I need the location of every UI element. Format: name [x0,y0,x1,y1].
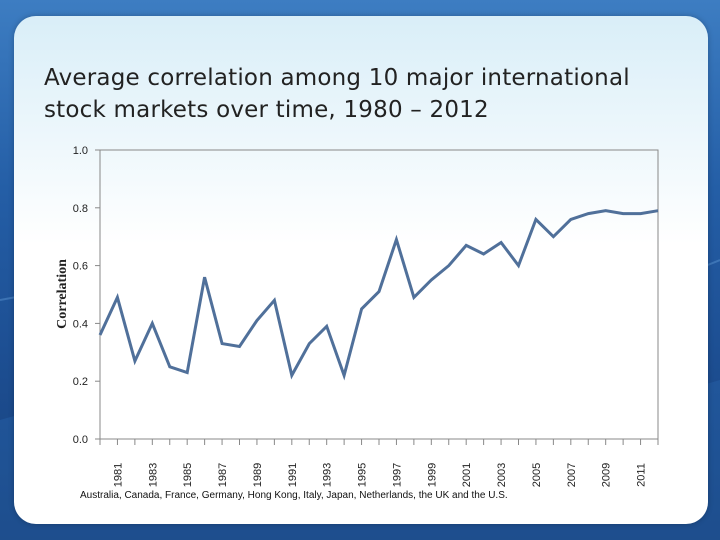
y-tick-label: 0.2 [73,376,88,388]
x-tick-label: 1983 [147,463,159,487]
series-line [98,209,659,381]
x-tick-label: 1995 [357,463,369,487]
y-tick-label: 0.6 [73,261,88,273]
x-tick-label: 1991 [287,463,299,487]
y-tick-label: 0.0 [73,434,88,446]
plot-area [98,209,659,381]
x-tick-label: 1989 [252,463,264,487]
slide-title: Average correlation among 10 major inter… [44,65,630,123]
x-tick-labels: 1981 1983 1985 1987 1989 1991 1993 1995 1997 1999… [99,439,659,487]
x-tick-label: 1981 [112,463,124,487]
x-tick-label: 2011 [636,463,648,487]
x-tick-label: 2007 [566,463,578,487]
x-tick-label: 1999 [426,463,438,487]
x-tick-label: 1997 [391,463,403,487]
y-tick-labels: 0.0 0.2 0.4 0.6 0.8 1.0 [73,145,100,446]
y-tick-label: 0.8 [73,203,88,215]
chart-footnote: Australia, Canada, France, Germany, Hong… [80,490,508,501]
x-tick-label: 1987 [217,463,229,487]
x-tick-label: 1993 [322,463,334,487]
y-tick-label: 0.4 [73,318,88,330]
x-tick-label: 2009 [601,463,613,487]
x-tick-label: 2005 [531,463,543,487]
y-axis-title: Correlation [55,259,70,329]
x-tick-label: 2003 [496,463,508,487]
x-tick-label: 1985 [182,463,194,487]
plot-frame [99,149,659,440]
x-tick-label: 2001 [461,463,473,487]
y-tick-label: 1.0 [73,145,88,157]
chart-axes [99,149,659,440]
